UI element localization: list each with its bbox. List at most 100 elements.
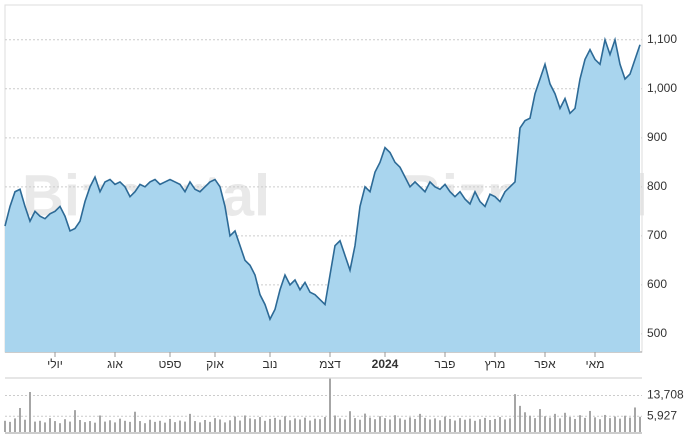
- volume-bar: [504, 419, 506, 432]
- volume-bar: [264, 420, 266, 432]
- x-tick-label: יולי: [47, 357, 63, 371]
- volume-bar: [529, 415, 531, 432]
- volume-bar: [229, 420, 231, 432]
- volume-bar: [289, 420, 291, 432]
- x-tick-label: נוב: [263, 357, 278, 371]
- volume-bar: [534, 418, 536, 432]
- x-tick-label: אפר: [534, 357, 556, 371]
- y-tick-label: 700: [647, 228, 667, 242]
- volume-bar: [204, 420, 206, 432]
- volume-bar: [34, 421, 36, 432]
- volume-bar: [84, 422, 86, 432]
- volume-bar: [609, 418, 611, 432]
- volume-bar: [614, 416, 616, 432]
- y-tick-label: 5,927: [647, 408, 677, 422]
- volume-bar: [419, 413, 421, 432]
- volume-bar: [479, 419, 481, 432]
- volume-bar: [559, 418, 561, 432]
- volume-bar: [514, 394, 516, 432]
- x-tick-label: דצמ: [319, 357, 341, 371]
- volume-bar: [4, 420, 6, 432]
- volume-bar: [29, 392, 31, 432]
- volume-bar: [314, 418, 316, 432]
- volume-bar: [454, 420, 456, 432]
- volume-bar: [519, 405, 521, 432]
- volume-bar: [64, 419, 66, 432]
- volume-bar: [374, 419, 376, 432]
- volume-bar: [579, 415, 581, 432]
- volume-bar: [599, 419, 601, 432]
- volume-bar: [439, 420, 441, 432]
- volume-bar: [199, 422, 201, 432]
- volume-bar: [284, 416, 286, 432]
- volume-bar: [14, 418, 16, 432]
- volume-bar: [179, 420, 181, 432]
- x-tick-label: אוג: [107, 357, 123, 371]
- volume-bar: [134, 411, 136, 432]
- volume-bar: [79, 420, 81, 432]
- volume-bar: [194, 421, 196, 432]
- volume-bar: [209, 421, 211, 432]
- volume-bar: [429, 419, 431, 432]
- volume-bar: [154, 421, 156, 432]
- volume-bar: [224, 422, 226, 432]
- volume-bar: [414, 418, 416, 432]
- y-tick-label: 600: [647, 277, 667, 291]
- volume-bar: [464, 419, 466, 432]
- volume-bar: [54, 421, 56, 432]
- x-tick-label: ספט: [159, 357, 182, 371]
- volume-bar: [114, 422, 116, 432]
- volume-bar: [139, 421, 141, 432]
- volume-bar: [584, 417, 586, 432]
- volume-bar: [244, 415, 246, 432]
- x-tick-label: מרץ: [485, 357, 506, 371]
- volume-bar: [499, 417, 501, 432]
- x-tick-label: פבר: [435, 357, 456, 371]
- volume-bar: [149, 419, 151, 432]
- y-tick-label: 900: [647, 130, 667, 144]
- volume-bar: [334, 415, 336, 432]
- volume-bar: [49, 418, 51, 432]
- volume-bar: [544, 416, 546, 432]
- volume-bar: [444, 416, 446, 432]
- volume-bar: [379, 416, 381, 432]
- volume-bar: [189, 413, 191, 432]
- volume-bar: [109, 420, 111, 432]
- volume-bar: [104, 421, 106, 432]
- volume-bar: [219, 419, 221, 432]
- volume-bar: [364, 413, 366, 432]
- volume-bar: [234, 416, 236, 432]
- volume-bar: [629, 417, 631, 432]
- y-tick-label: 1,000: [647, 81, 677, 95]
- volume-bar: [349, 411, 351, 432]
- volume-bar: [19, 408, 21, 432]
- volume-bar: [539, 409, 541, 432]
- volume-bar: [484, 417, 486, 432]
- volume-bar: [389, 419, 391, 432]
- volume-bar: [269, 418, 271, 432]
- volume-bar: [424, 417, 426, 432]
- volume-bar: [634, 407, 636, 432]
- volume-bar: [164, 422, 166, 432]
- volume-bar: [624, 415, 626, 432]
- volume-bar: [124, 420, 126, 432]
- volume-bar: [564, 412, 566, 432]
- volume-bar: [309, 420, 311, 432]
- volume-bar: [174, 422, 176, 432]
- volume-bar: [119, 418, 121, 432]
- volume-bar: [434, 418, 436, 432]
- volume-bar: [279, 419, 281, 432]
- volume-bar: [589, 410, 591, 432]
- volume-bar: [409, 417, 411, 432]
- volume-bar: [159, 420, 161, 432]
- volume-bar: [44, 422, 46, 432]
- volume-bar: [324, 417, 326, 432]
- volume-bar: [594, 417, 596, 432]
- volume-bar: [494, 418, 496, 432]
- volume-bar: [274, 417, 276, 432]
- volume-bar: [639, 416, 641, 432]
- volume-bar: [469, 418, 471, 432]
- volume-bar: [604, 414, 606, 432]
- volume-bar: [249, 418, 251, 432]
- y-tick-label: 500: [647, 326, 667, 340]
